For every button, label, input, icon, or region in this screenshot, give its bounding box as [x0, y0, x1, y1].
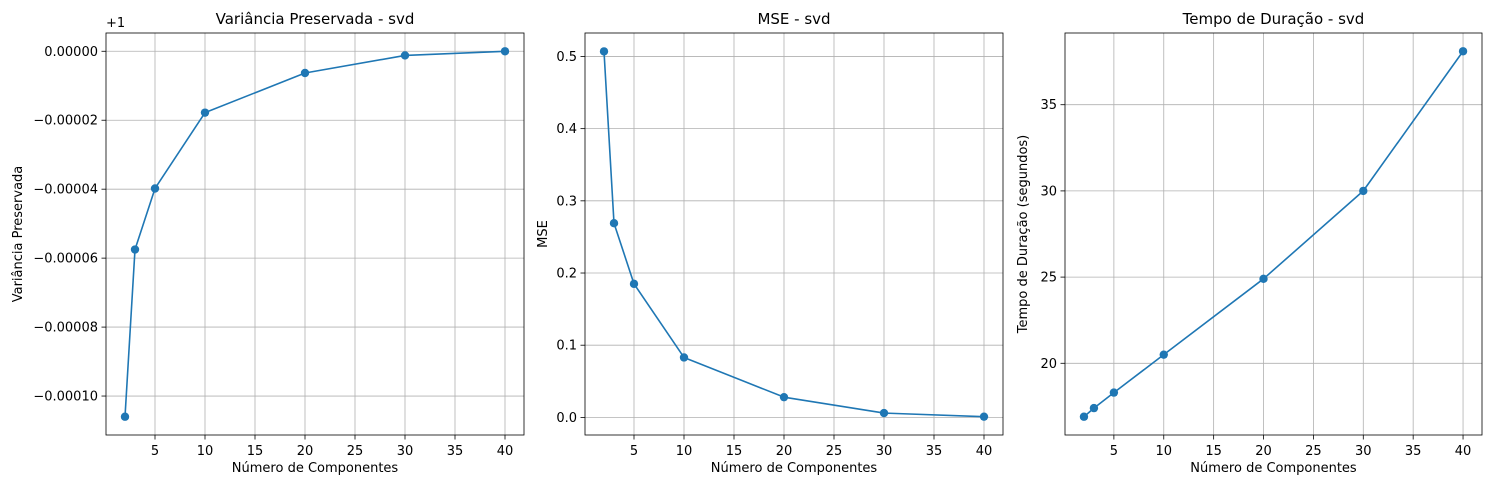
x-tick-label: 30 — [397, 444, 414, 459]
y-axis-label: Variância Preservada — [11, 166, 26, 303]
data-point — [629, 279, 639, 289]
y-axis-label: Tempo de Duração (segundos) — [1016, 135, 1031, 335]
x-tick-label: 15 — [726, 444, 743, 459]
data-point — [609, 219, 619, 228]
y-tick-label: 35 — [1040, 98, 1057, 113]
y-tick-label: 25 — [1040, 271, 1057, 286]
x-tick-label: 5 — [630, 444, 638, 459]
x-tick-label: 35 — [447, 444, 464, 459]
y-axis-label: MSE — [536, 220, 551, 248]
y-tick-label: −0.00006 — [33, 252, 98, 267]
data-point — [599, 47, 609, 56]
data-point — [1089, 403, 1099, 413]
x-tick-label: 35 — [926, 444, 943, 459]
y-tick-label: 0.3 — [556, 194, 577, 209]
axes-frame — [105, 32, 525, 436]
x-tick-label: 15 — [1205, 444, 1222, 459]
plot-area — [585, 33, 1003, 435]
axes-frame — [584, 32, 1004, 436]
chart-title: MSE - svd — [757, 10, 830, 28]
chart-panel-2: 5 10 15 20 25 30 35 40 0.0 0.1 0.2 0.3 0.4 0.5 MSE - s… — [536, 10, 1004, 476]
data-point — [120, 412, 130, 421]
x-tick-label: 5 — [1110, 444, 1118, 459]
y-tick-label: 30 — [1040, 184, 1057, 199]
data-point — [300, 68, 310, 78]
y-tick-label: −0.00008 — [33, 321, 98, 336]
x-tick-label: 25 — [1305, 444, 1322, 459]
chart-panel-1: 5 10 15 20 25 30 35 40 −0.00010 −0.00008 −0.00006 −… — [11, 10, 525, 476]
y-tick-label: 0.4 — [556, 122, 577, 137]
data-point — [979, 412, 989, 421]
y-tick-label: −0.00002 — [33, 114, 98, 129]
x-tick-label: 5 — [151, 444, 159, 459]
x-axis-label: Número de Componentes — [232, 461, 399, 476]
data-point — [1359, 186, 1368, 196]
y-tick-label: 0.00000 — [44, 45, 98, 60]
x-tick-label: 25 — [347, 444, 364, 459]
y-tick-label: 20 — [1040, 357, 1057, 372]
x-tick-label: 30 — [1355, 444, 1372, 459]
data-point — [879, 408, 889, 418]
data-point — [150, 184, 160, 193]
data-point — [1458, 47, 1468, 56]
x-tick-label: 15 — [247, 444, 264, 459]
chart-title: Tempo de Duração - svd — [1182, 10, 1365, 28]
x-tick-label: 40 — [976, 444, 993, 459]
x-tick-label: 10 — [676, 444, 693, 459]
x-tick-label: 40 — [497, 444, 514, 459]
x-tick-label: 20 — [297, 444, 314, 459]
y-tick-label: 0.5 — [556, 50, 577, 65]
x-tick-label: 25 — [826, 444, 843, 459]
data-point — [200, 108, 210, 117]
x-tick-label: 10 — [197, 444, 214, 459]
data-point — [400, 51, 410, 60]
axes-frame — [1064, 32, 1483, 436]
y-tick-label: 0.1 — [556, 339, 577, 354]
y-offset-label: +1 — [106, 16, 125, 31]
x-tick-label: 40 — [1455, 444, 1472, 459]
data-point — [130, 245, 140, 254]
x-tick-label: 30 — [876, 444, 893, 459]
data-point — [500, 47, 510, 56]
y-tick-label: −0.00004 — [33, 183, 98, 198]
data-point — [1159, 350, 1168, 359]
x-tick-label: 20 — [1255, 444, 1272, 459]
data-point — [679, 353, 689, 362]
x-tick-label: 35 — [1405, 444, 1422, 459]
plot-area — [106, 33, 524, 435]
data-point — [1079, 412, 1089, 421]
data-point — [1109, 388, 1119, 397]
plot-area — [1065, 33, 1482, 435]
y-tick-label: 0.0 — [556, 411, 577, 426]
x-axis-label: Número de Componentes — [711, 461, 878, 476]
y-tick-label: 0.2 — [556, 267, 577, 282]
y-tick-label: −0.00010 — [33, 390, 98, 405]
chart-panel-3: 5 10 15 20 25 30 35 40 20 25 30 35 Tempo de Duração … — [1016, 10, 1483, 476]
x-tick-label: 10 — [1155, 444, 1172, 459]
data-point — [1259, 274, 1268, 284]
data-point — [779, 392, 789, 402]
x-axis-label: Número de Componentes — [1190, 461, 1357, 476]
x-tick-label: 20 — [776, 444, 793, 459]
chart-title: Variância Preservada - svd — [216, 10, 415, 28]
